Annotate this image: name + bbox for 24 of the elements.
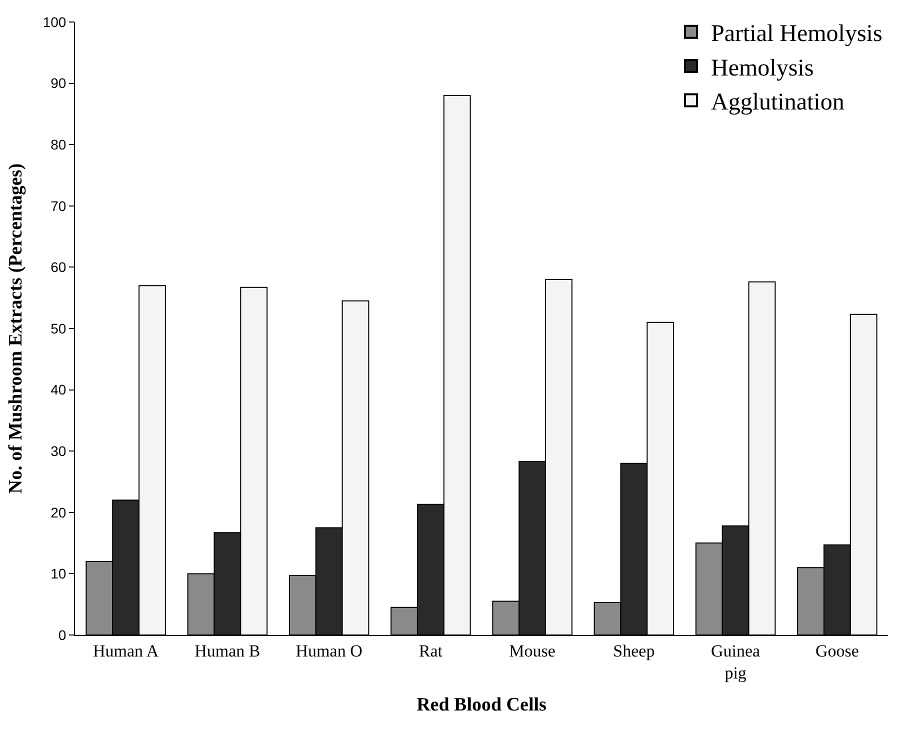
y-axis-title: No. of Mushroom Extracts (Percentages) [6, 163, 27, 494]
y-tick-label: 10 [50, 566, 66, 582]
y-tick-label: 50 [50, 320, 66, 336]
x-tick-label: Human A [92, 641, 160, 660]
x-axis-title: Red Blood Cells [416, 694, 546, 716]
x-tick-label: Goose [815, 641, 859, 660]
legend-label: Partial Hemolysis [711, 21, 882, 48]
y-tick-label: 60 [50, 259, 66, 276]
x-tick-label: Human B [194, 641, 260, 660]
y-tick-label: 100 [42, 14, 66, 30]
y-tick-label: 80 [50, 136, 66, 152]
y-tick-label: 20 [50, 504, 66, 520]
x-tick-label: Rat [418, 641, 443, 660]
legend-label: Agglutination [711, 90, 844, 116]
y-tick-label: 70 [50, 198, 66, 214]
legend-label: Hemolysis [711, 55, 814, 82]
y-tick-label: 30 [50, 443, 66, 459]
x-tick-label: Human O [296, 641, 362, 660]
x-tick-label: Mouse [509, 641, 556, 660]
x-tick-label: Sheep [613, 641, 655, 660]
y-tick-label: 40 [50, 382, 66, 398]
x-tick-label: Guinea pig [711, 641, 761, 682]
y-tick-label: 90 [50, 75, 66, 92]
y-tick-label: 0 [58, 626, 66, 643]
